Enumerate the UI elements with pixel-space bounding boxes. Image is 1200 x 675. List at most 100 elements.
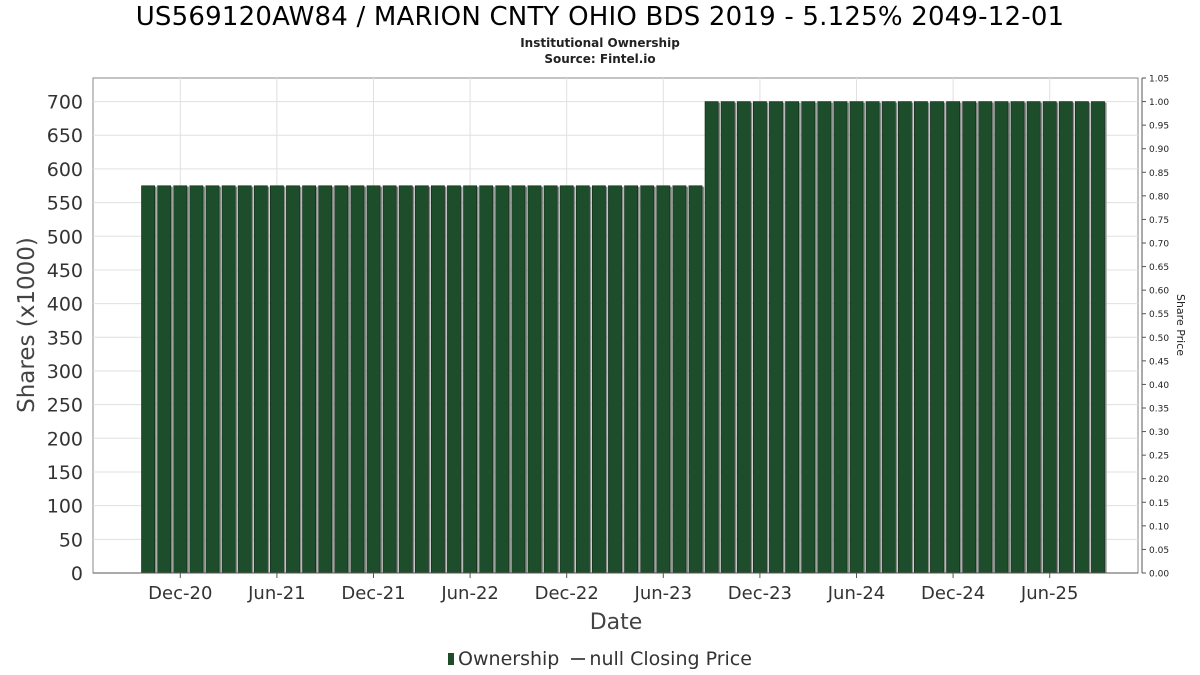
- ownership-bar: [785, 101, 799, 574]
- x-tick-label: Jun-21: [247, 583, 306, 604]
- x-tick-label: Dec-20: [148, 583, 212, 604]
- ownership-bar: [913, 101, 928, 574]
- y2-tick-label: 0.95: [1149, 122, 1169, 132]
- y2-tick-label: 0.15: [1149, 499, 1169, 509]
- y2-tick-label: 0.65: [1149, 263, 1169, 273]
- x-tick-label: Dec-21: [341, 583, 405, 604]
- ownership-bar: [141, 185, 155, 574]
- bars-layer: [141, 101, 1107, 574]
- legend-price-label: null Closing Price: [589, 647, 752, 670]
- ownership-bar: [801, 101, 816, 574]
- ownership-bar: [157, 185, 172, 574]
- ownership-bar: [865, 101, 880, 574]
- ownership-chart: 0 50 100 150 200 250 300 350 400 450 500 550 600 650 7…: [14, 75, 1187, 636]
- ownership-bar: [414, 185, 429, 574]
- y2-tick-label: 0.30: [1149, 428, 1169, 438]
- y2-tick-label: 0.00: [1149, 570, 1169, 580]
- y-tick-label: 150: [47, 462, 83, 484]
- ownership-bar: [1026, 101, 1041, 574]
- y-tick-label: 550: [47, 193, 83, 215]
- axis-layer: 0 50 100 150 200 250 300 350 400 450 500 550 600 650 7…: [47, 75, 1170, 605]
- ownership-bar: [286, 185, 300, 574]
- ownership-bar: [897, 101, 912, 574]
- ownership-bar: [334, 185, 349, 574]
- y-tick-label: 400: [47, 294, 83, 316]
- ownership-bar: [1075, 101, 1089, 574]
- y2-tick-label: 0.70: [1149, 240, 1169, 250]
- ownership-bar: [591, 185, 606, 574]
- y2-tick-label: 0.85: [1149, 169, 1169, 179]
- ownership-bar: [704, 101, 719, 574]
- y2-axis-label: Share Price: [1174, 294, 1187, 356]
- x-tick-label: Jun-23: [634, 583, 693, 604]
- y-tick-label: 250: [47, 395, 83, 417]
- ownership-bar: [688, 185, 703, 574]
- ownership-bar: [1042, 101, 1057, 574]
- ownership-bar: [302, 185, 316, 574]
- y-tick-label: 300: [47, 361, 83, 383]
- y-tick-label: 450: [47, 260, 83, 282]
- y2-tick-label: 0.25: [1149, 452, 1169, 462]
- ownership-bar: [382, 185, 397, 574]
- x-tick-label: Jun-22: [440, 583, 499, 604]
- y2-tick-label: 0.80: [1149, 192, 1169, 202]
- ownership-bar: [656, 185, 671, 574]
- y-tick-label: 50: [59, 529, 83, 551]
- ownership-bar: [495, 185, 510, 574]
- y2-tick-label: 0.55: [1149, 310, 1169, 320]
- ownership-bar: [447, 185, 461, 574]
- ownership-bar: [463, 185, 477, 574]
- y-tick-label: 700: [47, 92, 83, 114]
- ownership-bar: [930, 101, 944, 574]
- ownership-bar: [849, 101, 864, 574]
- ownership-bar: [237, 185, 252, 574]
- legend-bar-swatch-icon: [448, 653, 455, 665]
- y-tick-label: 500: [47, 226, 83, 248]
- ownership-bar: [350, 185, 365, 574]
- chart-title: US569120AW84 / MARION CNTY OHIO BDS 2019…: [135, 2, 1065, 32]
- legend-price[interactable]: null Closing Price: [565, 648, 752, 670]
- ownership-bar: [318, 185, 333, 574]
- ownership-bar: [1091, 101, 1105, 574]
- legend-ownership[interactable]: Ownership: [448, 648, 559, 670]
- x-tick-label: Dec-24: [921, 583, 985, 604]
- y2-tick-label: 0.45: [1149, 357, 1169, 367]
- legend-ownership-label: Ownership: [458, 647, 560, 670]
- ownership-bar: [479, 185, 494, 574]
- y2-tick-label: 1.05: [1149, 75, 1169, 85]
- ownership-bar: [752, 101, 767, 574]
- ownership-bar: [173, 185, 188, 574]
- y-tick-label: 350: [47, 327, 83, 349]
- ownership-bar: [221, 185, 236, 574]
- y-tick-label: 650: [47, 125, 83, 147]
- ownership-bar: [511, 185, 526, 574]
- ownership-bar: [1010, 101, 1025, 574]
- y-tick-label: 100: [47, 496, 83, 518]
- y2-tick-label: 0.05: [1149, 546, 1169, 556]
- ownership-bar: [736, 101, 751, 574]
- y2-tick-label: 0.35: [1149, 405, 1169, 415]
- ownership-bar: [189, 185, 204, 574]
- y2-tick-label: 0.50: [1149, 334, 1169, 344]
- x-tick-label: Jun-25: [1020, 583, 1079, 604]
- ownership-bar: [608, 185, 622, 574]
- ownership-bar: [253, 185, 268, 574]
- ownership-bar: [205, 185, 220, 574]
- ownership-bar: [1058, 101, 1073, 574]
- ownership-bar: [833, 101, 848, 574]
- ownership-bar: [269, 185, 284, 574]
- ownership-bar: [559, 185, 574, 574]
- ownership-bar: [543, 185, 558, 574]
- ownership-bar: [624, 185, 638, 574]
- ownership-bar: [946, 101, 960, 574]
- x-axis-label: Date: [590, 610, 643, 635]
- y2-tick-label: 1.00: [1149, 98, 1169, 108]
- ownership-bar: [769, 101, 783, 574]
- chart-source: Source: Fintel.io: [544, 52, 656, 66]
- x-tick-label: Dec-23: [728, 583, 792, 604]
- ownership-bar: [817, 101, 832, 574]
- x-tick-label: Dec-22: [535, 583, 599, 604]
- legend: Ownership null Closing Price: [0, 647, 1200, 670]
- y-axis-label: Shares (x1000): [14, 237, 40, 413]
- chart-subtitle: Institutional Ownership: [520, 36, 680, 50]
